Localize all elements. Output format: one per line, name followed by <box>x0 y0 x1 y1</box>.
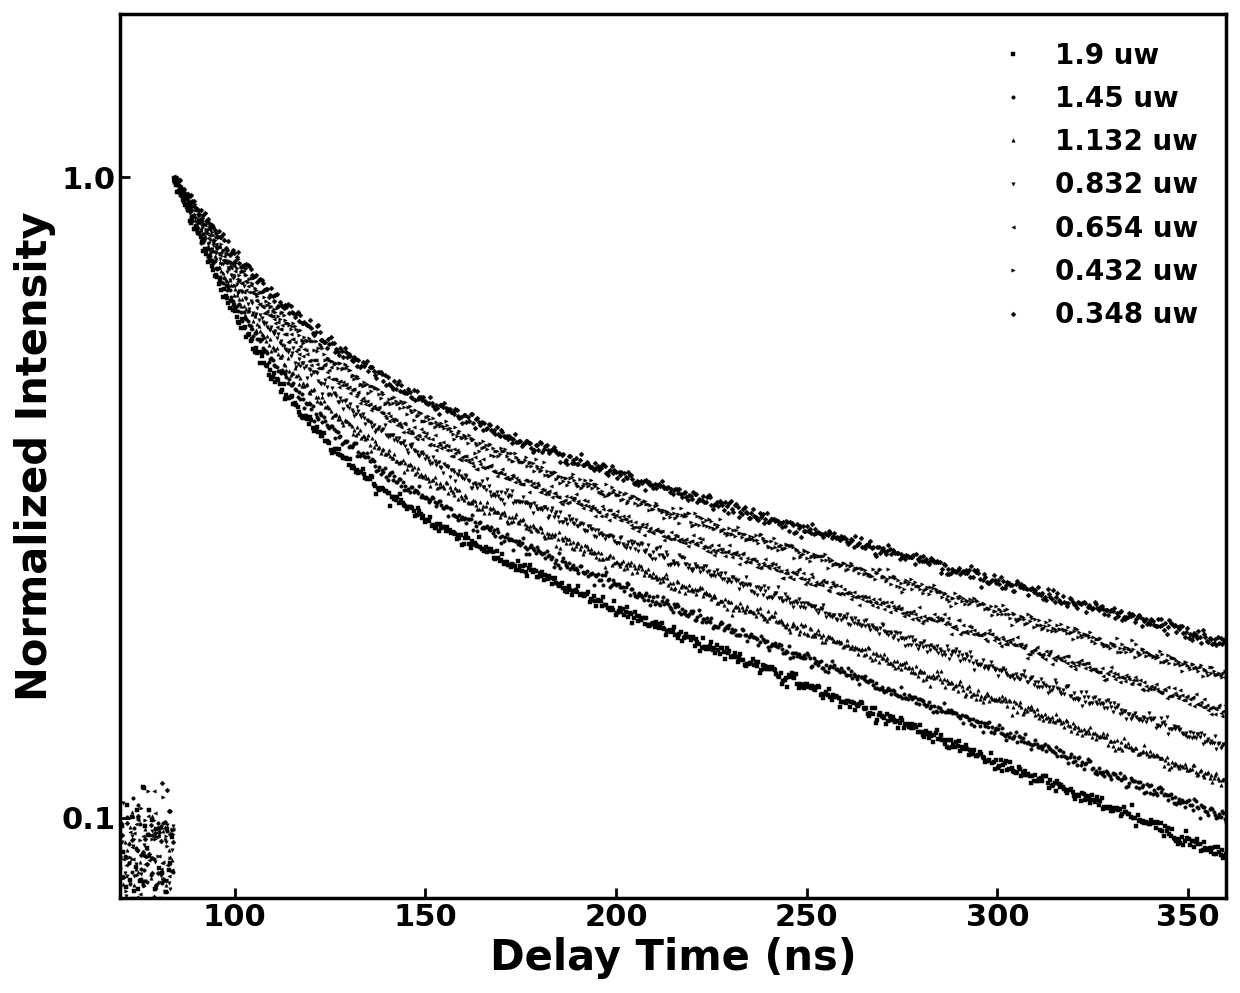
1.45 uw <box>758 637 773 648</box>
1.45 uw <box>114 949 129 961</box>
Line: 1.132 uw: 1.132 uw <box>119 181 1228 961</box>
0.832 uw <box>184 202 198 213</box>
Legend: 1.9 uw, 1.45 uw, 1.132 uw, 0.832 uw, 0.654 uw, 0.432 uw, 0.348 uw: 1.9 uw, 1.45 uw, 1.132 uw, 0.832 uw, 0.6… <box>972 28 1213 344</box>
1.45 uw <box>113 862 128 874</box>
1.132 uw <box>787 619 802 631</box>
0.348 uw <box>113 851 128 863</box>
1.9 uw <box>1068 793 1083 805</box>
0.348 uw <box>758 512 773 524</box>
1.132 uw <box>758 612 773 624</box>
1.9 uw <box>113 904 128 916</box>
0.832 uw <box>169 172 184 184</box>
Line: 0.348 uw: 0.348 uw <box>119 176 1228 961</box>
1.9 uw <box>122 954 136 966</box>
0.654 uw <box>820 584 835 596</box>
Y-axis label: Normalized Intensity: Normalized Intensity <box>14 211 56 701</box>
1.9 uw <box>955 741 970 753</box>
0.348 uw <box>787 527 802 539</box>
1.132 uw <box>1219 775 1234 786</box>
1.9 uw <box>758 660 773 672</box>
0.832 uw <box>955 648 970 660</box>
1.45 uw <box>1068 755 1083 767</box>
1.9 uw <box>167 172 182 184</box>
1.45 uw <box>184 211 198 222</box>
1.132 uw <box>955 680 970 692</box>
0.432 uw <box>184 201 198 213</box>
0.432 uw <box>955 596 970 608</box>
0.348 uw <box>955 566 970 578</box>
1.132 uw <box>153 954 167 966</box>
Line: 0.654 uw: 0.654 uw <box>119 174 1228 928</box>
1.45 uw <box>820 666 835 678</box>
0.432 uw <box>1068 623 1083 635</box>
1.132 uw <box>113 880 128 892</box>
0.832 uw <box>787 596 802 608</box>
0.348 uw <box>184 189 198 201</box>
0.832 uw <box>113 898 128 910</box>
0.348 uw <box>1068 599 1083 611</box>
0.432 uw <box>125 926 140 938</box>
X-axis label: Delay Time (ns): Delay Time (ns) <box>490 937 857 979</box>
0.654 uw <box>167 170 182 182</box>
1.9 uw <box>820 689 835 701</box>
1.45 uw <box>787 647 802 659</box>
0.348 uw <box>169 172 184 184</box>
1.132 uw <box>184 205 198 216</box>
0.432 uw <box>169 174 184 186</box>
1.45 uw <box>167 175 182 187</box>
0.348 uw <box>117 954 131 966</box>
0.654 uw <box>184 200 198 212</box>
Line: 0.432 uw: 0.432 uw <box>119 178 1228 933</box>
0.432 uw <box>820 562 835 574</box>
0.432 uw <box>113 876 128 888</box>
0.832 uw <box>1068 693 1083 705</box>
1.45 uw <box>955 709 970 721</box>
1.132 uw <box>820 630 835 641</box>
0.654 uw <box>113 817 128 829</box>
0.832 uw <box>758 586 773 598</box>
0.654 uw <box>120 921 135 932</box>
0.654 uw <box>758 553 773 565</box>
0.348 uw <box>1219 632 1234 643</box>
1.9 uw <box>184 217 198 229</box>
0.348 uw <box>820 529 835 541</box>
0.832 uw <box>1219 738 1234 750</box>
0.832 uw <box>820 609 835 621</box>
1.132 uw <box>1068 720 1083 732</box>
1.132 uw <box>170 177 185 189</box>
Line: 0.832 uw: 0.832 uw <box>119 177 1228 936</box>
0.432 uw <box>787 552 802 564</box>
Line: 1.45 uw: 1.45 uw <box>119 179 1228 957</box>
1.9 uw <box>787 671 802 683</box>
0.654 uw <box>1219 707 1234 719</box>
Line: 1.9 uw: 1.9 uw <box>119 176 1228 961</box>
1.45 uw <box>1219 816 1234 828</box>
0.654 uw <box>955 626 970 638</box>
0.432 uw <box>758 536 773 548</box>
0.432 uw <box>1219 671 1234 683</box>
0.832 uw <box>150 928 165 940</box>
0.654 uw <box>787 567 802 579</box>
1.9 uw <box>1219 848 1234 860</box>
0.654 uw <box>1068 662 1083 674</box>
